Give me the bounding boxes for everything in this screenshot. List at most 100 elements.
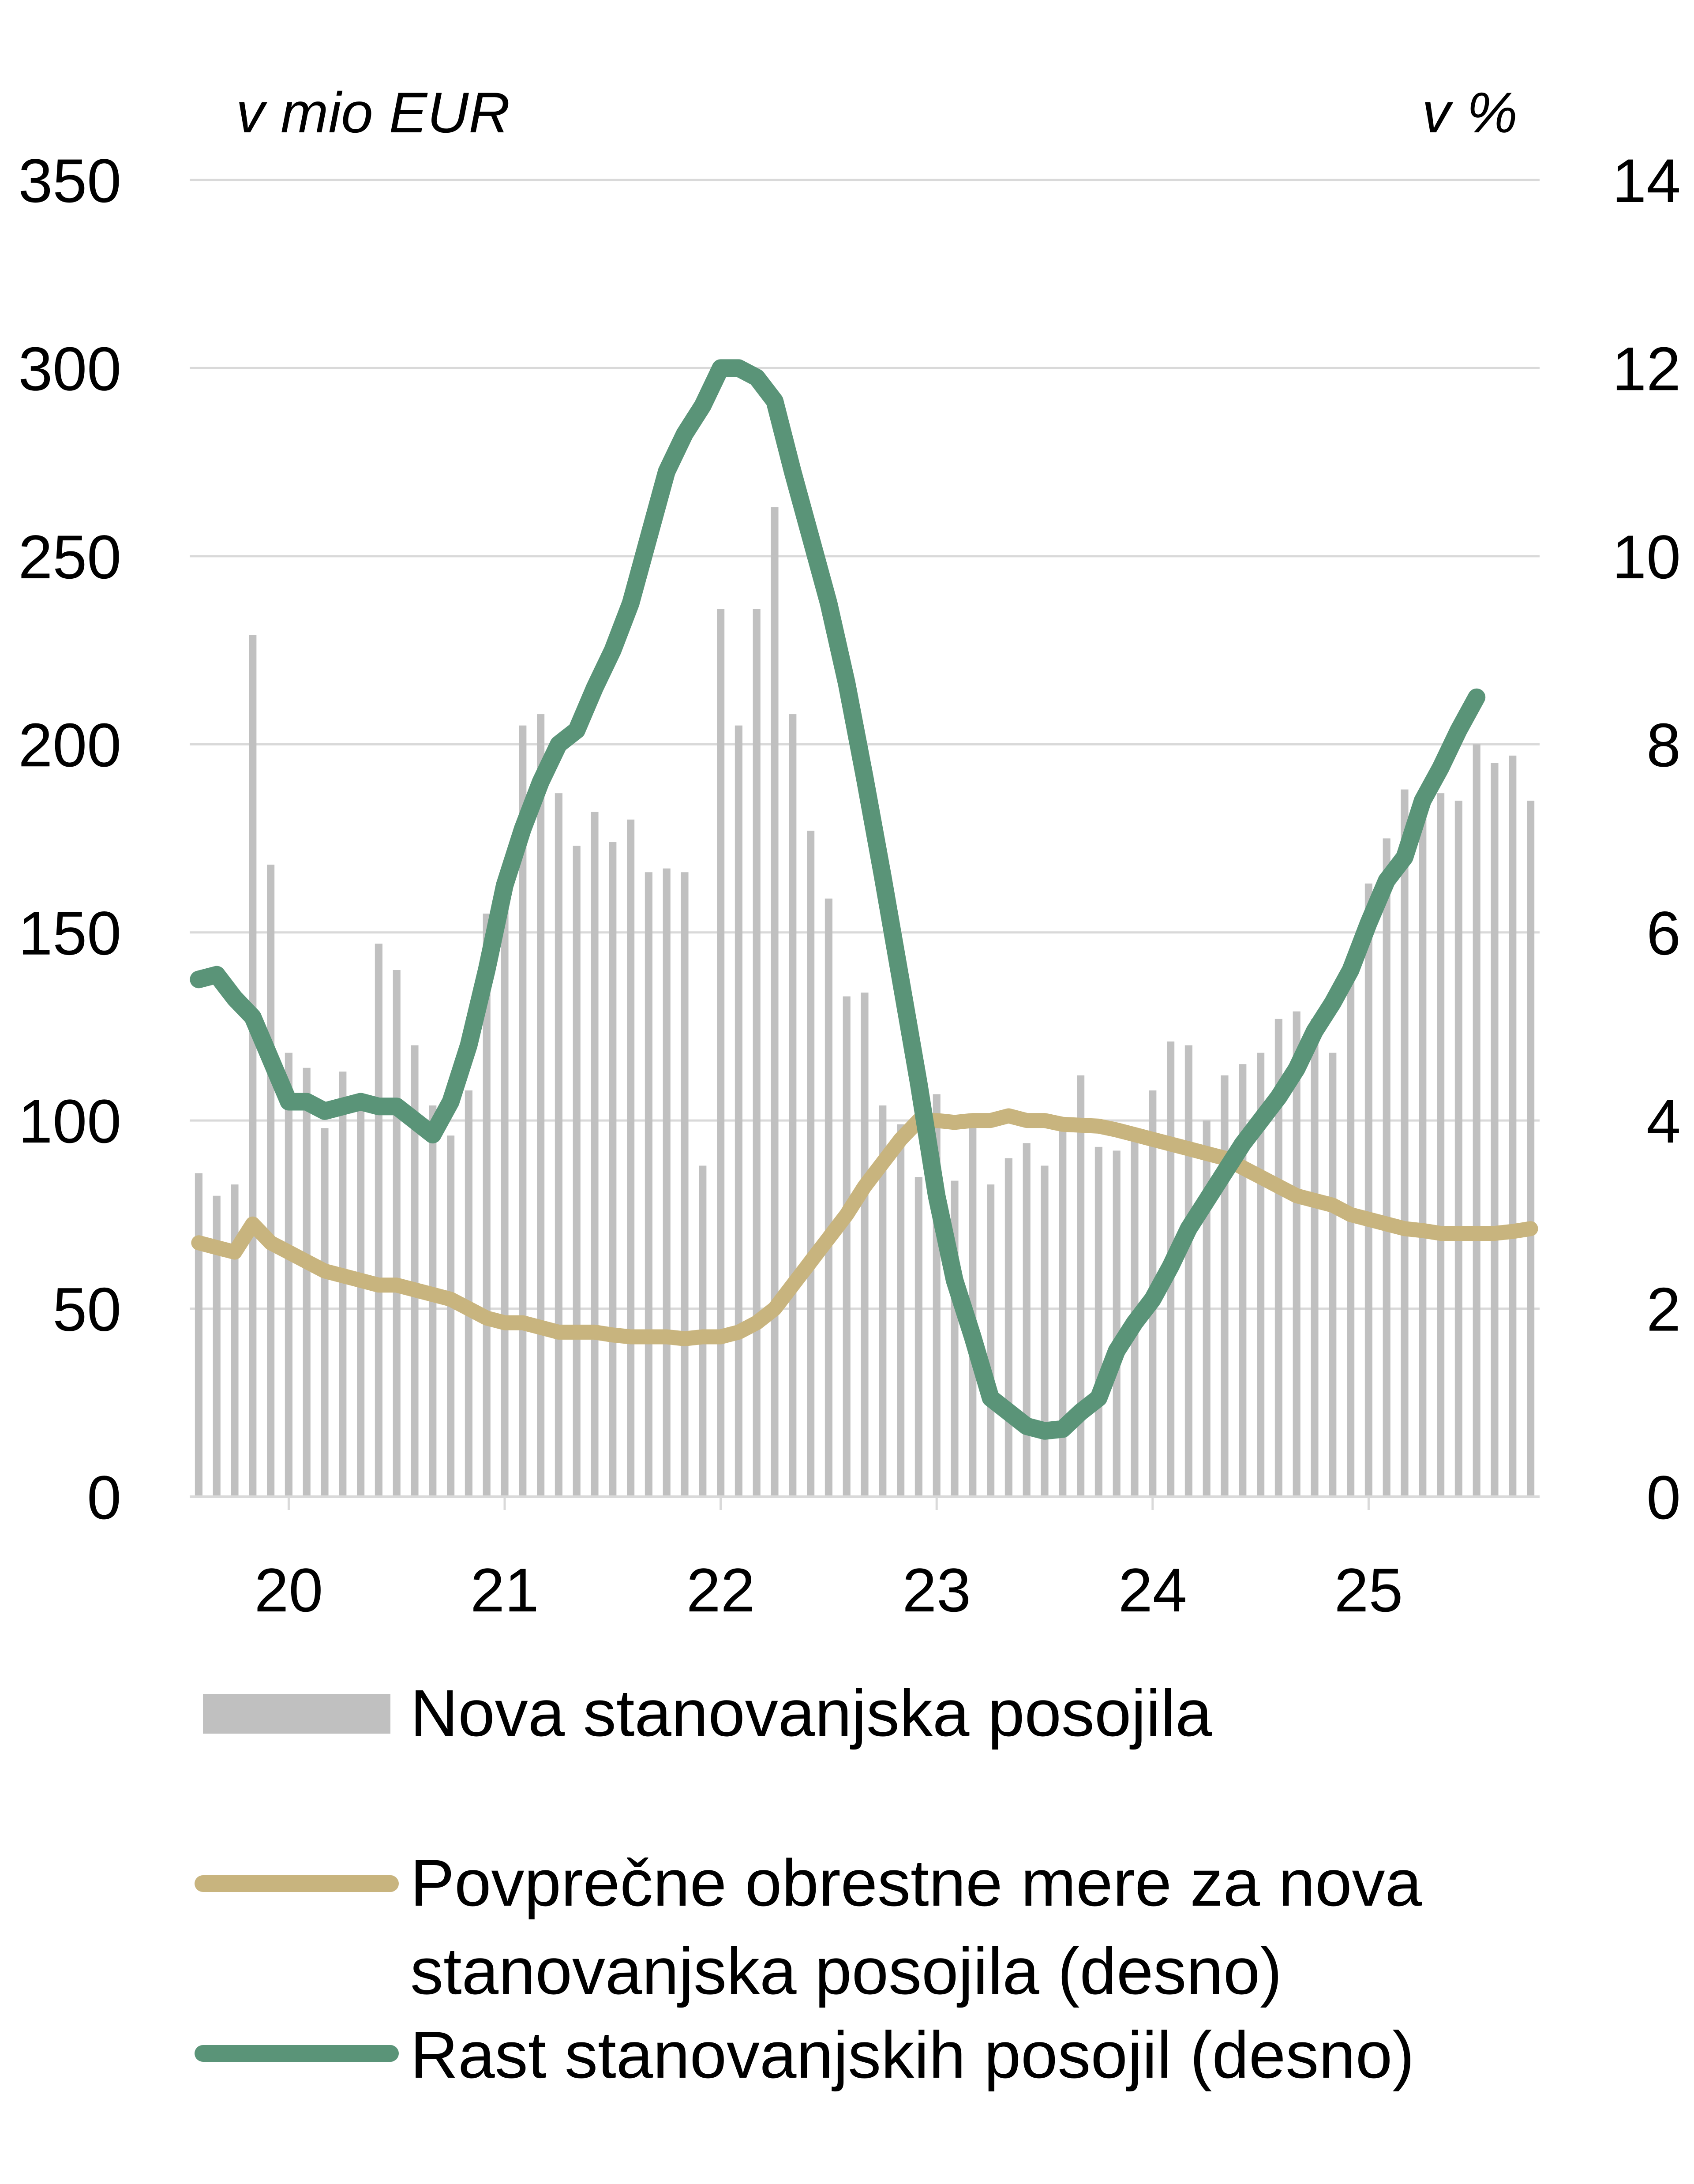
- bar: [267, 865, 275, 1497]
- bar: [1454, 801, 1462, 1497]
- bar: [1077, 1075, 1085, 1497]
- right-tick-label: 12: [1612, 334, 1681, 403]
- bar: [1257, 1053, 1265, 1497]
- legend-label-rate-line2: stanovanjska posojila (desno): [410, 1934, 1282, 2008]
- left-tick-label: 100: [18, 1086, 121, 1156]
- bar: [1401, 789, 1409, 1497]
- bar: [555, 793, 562, 1497]
- bar: [861, 993, 869, 1497]
- bar: [879, 1105, 887, 1497]
- bar: [1491, 763, 1499, 1497]
- right-tick-label: 2: [1646, 1275, 1681, 1344]
- x-axis-ticks: [287, 1497, 1370, 1510]
- left-tick-label: 300: [18, 334, 121, 403]
- bar: [753, 609, 761, 1497]
- line-series: [190, 359, 1538, 1440]
- bar: [447, 1135, 455, 1497]
- bar: [1473, 744, 1480, 1497]
- bar-series: [195, 507, 1535, 1497]
- bar: [897, 1124, 905, 1497]
- bar: [393, 970, 401, 1497]
- bar: [843, 996, 851, 1497]
- bar: [501, 895, 509, 1497]
- left-tick-label: 250: [18, 522, 121, 592]
- bar: [1383, 838, 1390, 1497]
- bar: [1094, 1146, 1102, 1497]
- legend-label-rate: Povprečne obrestne mere za nova stanovan…: [410, 1846, 1440, 2008]
- left-tick-label: 200: [18, 710, 121, 779]
- bar: [519, 725, 527, 1497]
- rate-line: [191, 1108, 1538, 1346]
- bar: [321, 1128, 329, 1497]
- bar: [1419, 804, 1427, 1497]
- x-tick-label: 21: [470, 1555, 539, 1625]
- bar: [573, 846, 581, 1497]
- right-tick-label: 10: [1612, 522, 1681, 592]
- bar: [1221, 1075, 1229, 1497]
- right-axis-unit: v %: [1422, 80, 1518, 145]
- bar: [1527, 801, 1535, 1497]
- bar: [1004, 1158, 1012, 1497]
- bar: [249, 635, 257, 1497]
- growth-line: [190, 359, 1486, 1440]
- bar: [1023, 1143, 1031, 1497]
- bar: [681, 872, 689, 1497]
- bar: [1347, 970, 1355, 1497]
- bar: [537, 714, 545, 1497]
- left-tick-label: 50: [52, 1275, 121, 1344]
- right-tick-label: 8: [1646, 710, 1681, 779]
- bar: [1059, 1120, 1067, 1497]
- left-tick-label: 0: [87, 1463, 121, 1532]
- right-tick-label: 6: [1646, 899, 1681, 968]
- bar: [627, 819, 635, 1497]
- bar: [591, 812, 599, 1497]
- bar: [213, 1195, 221, 1497]
- x-tick-label: 22: [686, 1555, 755, 1625]
- left-axis-labels: 0 50 100 150 200 250 300 350: [18, 146, 121, 1532]
- bar: [1293, 1011, 1300, 1497]
- bar: [231, 1184, 239, 1497]
- bar: [411, 1045, 419, 1497]
- legend-label-rate-line1: Povprečne obrestne mere za nova: [410, 1846, 1422, 1920]
- left-tick-label: 350: [18, 146, 121, 215]
- bar: [1509, 755, 1517, 1497]
- bar: [789, 714, 797, 1497]
- bar: [1113, 1150, 1121, 1497]
- bar: [1311, 1019, 1319, 1497]
- x-tick-label: 23: [902, 1555, 971, 1625]
- right-axis-labels: 0 2 4 6 8 10 12 14: [1612, 146, 1681, 1532]
- left-axis-unit: v mio EUR: [236, 80, 510, 145]
- bar: [663, 868, 671, 1497]
- legend: Nova stanovanjska posojila Povprečne obr…: [195, 1676, 1440, 2092]
- bar: [1329, 1053, 1337, 1497]
- left-tick-label: 150: [18, 899, 121, 968]
- bar: [1364, 883, 1372, 1497]
- bar: [807, 831, 815, 1497]
- bar: [914, 1177, 922, 1497]
- x-tick-label: 25: [1334, 1555, 1403, 1625]
- x-tick-label: 20: [255, 1555, 323, 1625]
- bar: [735, 725, 742, 1497]
- right-tick-label: 0: [1646, 1463, 1681, 1532]
- bar: [375, 944, 382, 1497]
- bar: [825, 898, 832, 1497]
- bar: [771, 507, 779, 1497]
- bar: [483, 914, 491, 1497]
- bar: [987, 1184, 995, 1497]
- bar: [303, 1068, 311, 1497]
- right-tick-label: 4: [1646, 1086, 1681, 1156]
- bar: [285, 1053, 292, 1497]
- right-tick-label: 14: [1612, 146, 1681, 215]
- bar: [1437, 793, 1445, 1497]
- x-axis-labels: 20 21 22 23 24 25: [255, 1555, 1403, 1625]
- bar: [465, 1090, 472, 1497]
- bar: [339, 1071, 347, 1497]
- bar: [717, 609, 725, 1497]
- bar: [1203, 1120, 1211, 1497]
- bar: [645, 872, 652, 1497]
- x-tick-label: 24: [1118, 1555, 1187, 1625]
- legend-label-growth: Rast stanovanjskih posojil (desno): [410, 2018, 1414, 2092]
- bar: [357, 1098, 365, 1497]
- bar: [1184, 1045, 1192, 1497]
